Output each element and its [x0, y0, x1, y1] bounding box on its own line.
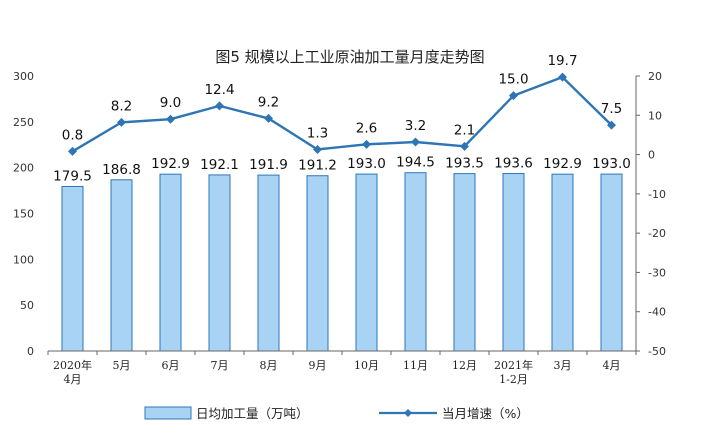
growth-marker: [166, 114, 175, 124]
x-tick-label: 12月: [452, 359, 477, 372]
growth-marker: [215, 101, 224, 111]
x-tick-label: 2021年: [494, 358, 533, 372]
left-tick-label: 50: [20, 299, 34, 312]
x-tick-label: 11月: [403, 359, 428, 372]
left-tick-label: 100: [13, 253, 34, 266]
legend-line-label: 当月增速（%）: [442, 406, 529, 421]
right-tick-label: -40: [648, 306, 666, 319]
bar-value-label: 193.0: [592, 156, 631, 172]
right-tick-label: -50: [648, 345, 666, 358]
legend-bar-label: 日均加工量（万吨）: [196, 406, 309, 421]
bar: [453, 173, 476, 352]
growth-value-label: 3.2: [405, 118, 426, 134]
growth-marker: [607, 120, 616, 130]
x-tick-label: 10月: [354, 359, 379, 372]
bar-value-label: 191.9: [249, 157, 288, 173]
bar-value-label: 179.5: [53, 168, 92, 184]
left-tick-label: 300: [13, 70, 34, 83]
growth-value-label: 12.4: [204, 82, 234, 98]
growth-value-label: 8.2: [111, 98, 132, 114]
growth-value-label: 19.7: [547, 53, 577, 69]
growth-value-label: 1.3: [307, 125, 328, 141]
left-tick-label: 200: [13, 162, 34, 175]
growth-marker: [411, 137, 420, 147]
x-tick-label: 4月: [64, 373, 82, 386]
growth-marker: [68, 146, 77, 156]
bar-value-label: 192.1: [200, 157, 239, 173]
legend-line-marker: [404, 409, 412, 417]
right-axis: -50 -40 -30 -20 -10 0 10 20: [635, 70, 666, 358]
growth-value-label: 2.1: [454, 122, 475, 138]
right-tick-label: -30: [648, 266, 666, 279]
right-tick-label: -20: [648, 227, 666, 240]
bar: [257, 174, 280, 352]
bar: [551, 173, 574, 352]
x-tick-label: 9月: [309, 359, 327, 372]
bar: [502, 173, 525, 352]
growth-value-label: 15.0: [498, 72, 528, 88]
bar-series: 179.5 186.8 192.9 192.1 191.9 191.2 193.0 194.5…: [53, 155, 631, 352]
bar: [110, 179, 133, 352]
x-tick-label: 2020年: [53, 358, 92, 372]
left-tick-label: 250: [13, 116, 34, 129]
x-tick-label: 5月: [113, 359, 131, 372]
line-series: 0.8 8.2 9.0 12.4 9.2 1.3 2.6 3.2 2.1 15.0 19.7 7.5: [62, 53, 622, 156]
bar-value-label: 194.5: [396, 155, 435, 171]
growth-value-label: 9.0: [160, 95, 181, 111]
left-tick-label: 0: [27, 345, 34, 358]
bar-value-label: 193.5: [445, 156, 484, 172]
right-tick-label: -10: [648, 188, 666, 201]
bar: [159, 173, 182, 352]
growth-marker: [558, 72, 567, 82]
growth-marker: [509, 91, 518, 101]
bar: [404, 172, 427, 352]
legend: 日均加工量（万吨） 当月增速（%）: [144, 406, 529, 421]
growth-value-label: 0.8: [62, 127, 83, 143]
bar-value-label: 191.2: [298, 158, 337, 174]
bar: [306, 175, 329, 352]
right-tick-label: 20: [648, 70, 662, 83]
bar: [208, 174, 231, 352]
bar: [61, 185, 84, 352]
x-tick-label: 3月: [554, 359, 572, 372]
left-axis: 0 50 100 150 200 250 300: [13, 70, 34, 358]
x-tick-label: 6月: [162, 359, 180, 372]
growth-marker: [362, 139, 371, 149]
growth-marker: [313, 144, 322, 154]
x-tick-label: 7月: [211, 359, 229, 372]
right-tick-label: 10: [648, 109, 662, 122]
bar-value-label: 192.9: [543, 156, 582, 172]
growth-line: [71, 75, 613, 153]
bar-value-label: 193.0: [347, 156, 386, 172]
chart-title: 图5 规模以上工业原油加工量月度走势图: [215, 48, 484, 66]
growth-value-label: 7.5: [601, 101, 622, 117]
x-tick-label: 4月: [603, 359, 621, 372]
legend-bar-swatch: [144, 406, 192, 420]
bar-value-label: 193.6: [494, 156, 533, 172]
bar-value-label: 186.8: [102, 162, 141, 178]
bar: [600, 173, 623, 352]
left-tick-label: 150: [13, 208, 34, 221]
x-tick-label: 1-2月: [499, 373, 528, 386]
bar: [355, 173, 378, 352]
growth-value-label: 9.2: [258, 94, 279, 110]
growth-value-label: 2.6: [356, 120, 377, 136]
growth-marker: [264, 113, 273, 123]
right-tick-label: 0: [648, 149, 655, 162]
growth-marker: [460, 141, 469, 151]
x-tick-label: 8月: [260, 359, 278, 372]
growth-marker: [117, 117, 126, 127]
bar-value-label: 192.9: [151, 156, 190, 172]
